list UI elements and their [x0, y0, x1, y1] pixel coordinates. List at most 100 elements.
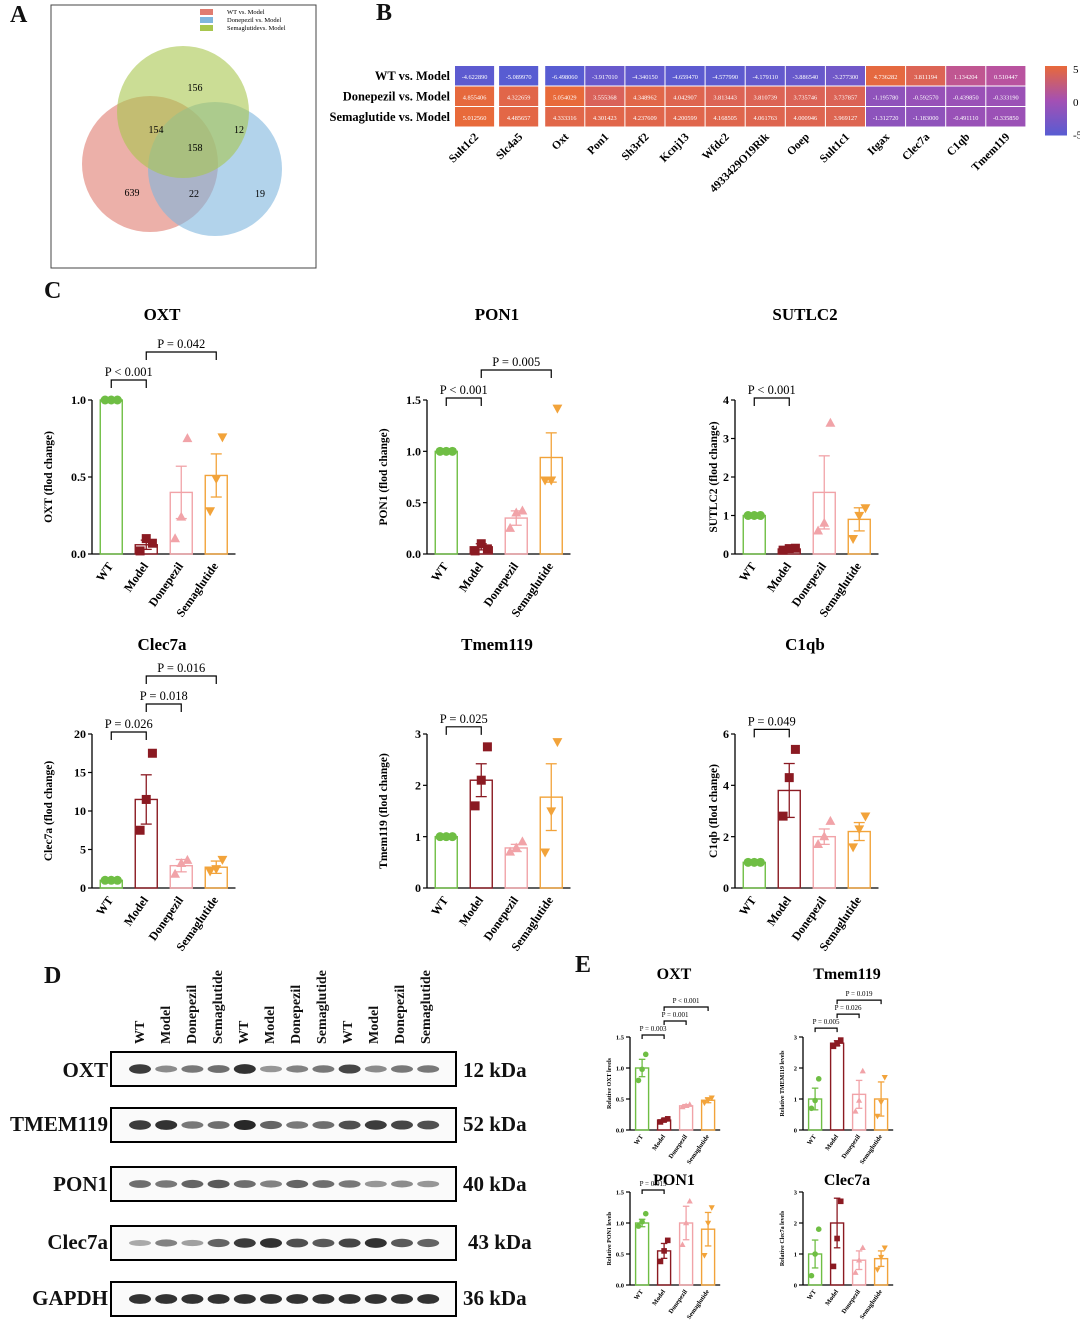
y-tick-label: 0.0: [616, 1282, 624, 1289]
x-tick-label: Model: [651, 1288, 667, 1307]
blot-band: [181, 1239, 204, 1247]
y-tick-label: 2: [723, 470, 729, 484]
panel-label-d: D: [44, 963, 62, 989]
blot-lane-label: Semaglutide: [315, 970, 330, 1044]
heatmap-scale-label: -5: [1073, 130, 1080, 142]
venn-legend-semaglutide: Semaglutidevs. Model: [227, 25, 286, 32]
p-value-label: P = 0.042: [157, 337, 205, 351]
heatmap-cell: [499, 66, 539, 86]
p-value-label: P = 0.049: [748, 714, 796, 728]
y-axis-label: Relative OXT levels: [607, 1057, 613, 1109]
data-point: [147, 748, 157, 758]
p-value-label: P = 0.026: [105, 717, 153, 731]
chart-title: SUTLC2: [772, 305, 837, 324]
blot-band: [364, 1294, 387, 1304]
blot-band: [155, 1120, 178, 1130]
data-point: [639, 1066, 645, 1073]
heatmap-cell-value: 3.737857: [834, 95, 858, 102]
p-value-label: P = 0.005: [492, 355, 540, 369]
data-point: [834, 1235, 840, 1242]
blot-band: [155, 1065, 178, 1073]
heatmap-cell-value: -0.491110: [953, 115, 978, 122]
data-point: [881, 1075, 888, 1081]
blot-band: [417, 1180, 440, 1188]
heatmap-cell-value: 4.485657: [507, 115, 531, 122]
heatmap-cell: [705, 66, 745, 86]
blot-band: [233, 1294, 256, 1304]
data-point: [878, 1254, 885, 1261]
blot-band: [417, 1120, 440, 1130]
y-axis-label: Relative Clec7a levels: [780, 1210, 786, 1266]
y-tick-label: 1.5: [406, 393, 421, 407]
y-tick-label: 1: [794, 1251, 797, 1258]
blot-label-pon1: PON1: [53, 1172, 108, 1196]
y-axis-label: Clec7a (flod change): [43, 761, 55, 861]
y-tick-label: 0.0: [71, 547, 86, 561]
x-tick-label: WT: [736, 560, 759, 584]
data-point: [476, 539, 486, 549]
heatmap-cell: [545, 107, 585, 127]
y-tick-label: 1: [415, 830, 421, 844]
y-tick-label: 10: [74, 804, 86, 818]
data-point: [661, 1248, 667, 1254]
y-tick-label: 15: [74, 766, 86, 780]
data-point: [664, 1237, 671, 1244]
heatmap-col-label: Slc4a5: [494, 131, 525, 162]
heatmap-cell: [625, 66, 665, 86]
heatmap-cell-value: -1.183000: [913, 115, 939, 122]
data-point: [830, 1263, 837, 1270]
data-point: [790, 543, 800, 553]
data-point: [825, 417, 836, 427]
data-point: [141, 794, 151, 804]
bar: [678, 1105, 694, 1131]
venn-count-done-only: 19: [255, 189, 265, 200]
heatmap-cell: [745, 66, 785, 86]
heatmap-cell: [455, 66, 495, 86]
x-tick-label: Model: [764, 893, 795, 928]
data-point: [642, 1210, 649, 1217]
x-tick-label: Model: [764, 559, 795, 594]
y-tick-label: 1.5: [616, 1034, 625, 1041]
heatmap-cell: [455, 86, 495, 106]
data-point: [441, 832, 451, 842]
significance-bracket: [641, 1034, 665, 1039]
significance-bracket: [836, 999, 882, 1005]
bar: [829, 1042, 845, 1131]
blot-band: [155, 1294, 178, 1304]
y-tick-label: 1.0: [616, 1220, 624, 1227]
data-point: [176, 857, 187, 867]
data-point: [182, 854, 193, 864]
p-value-label: P = 0.026: [835, 1004, 862, 1012]
y-tick-label: 0.0: [616, 1127, 624, 1134]
heatmap-col-label: Sh3rf2: [620, 131, 652, 163]
heatmap-col-label: Sult1c2: [447, 131, 481, 165]
y-axis-label: PON1 (flod change): [378, 428, 390, 525]
bar: [434, 835, 458, 889]
x-tick-label: WT: [806, 1133, 818, 1146]
data-point: [661, 1117, 667, 1123]
y-tick-label: 0: [794, 1282, 797, 1289]
data-point: [639, 1218, 645, 1225]
blot-kda-pon1: 40 kDa: [463, 1172, 527, 1196]
blot-band: [338, 1120, 361, 1130]
x-tick-label: Model: [121, 559, 152, 594]
chart-c-pon1: PON1 0.0 0.5 1.0 1.5 PON1 (flod change) WT Mode…: [378, 305, 571, 620]
heatmap-cell-value: 0.510447: [994, 74, 1018, 81]
heatmap-cell: [986, 66, 1026, 86]
data-point: [505, 522, 516, 532]
significance-bracket: [663, 1020, 687, 1025]
data-point: [482, 544, 492, 554]
data-point: [517, 836, 528, 846]
x-tick-label: WT: [806, 1288, 818, 1301]
venn-count-sema-done: 12: [234, 125, 244, 136]
blot-band: [181, 1294, 204, 1304]
blot-lane-label: Model: [367, 1005, 382, 1044]
blot-band: [364, 1180, 387, 1188]
data-point: [635, 1077, 642, 1084]
y-tick-label: 2: [794, 1220, 797, 1227]
data-point: [546, 807, 557, 817]
heatmap-cell: [785, 107, 825, 127]
chart-title: OXT: [657, 966, 692, 983]
blot-band: [364, 1065, 387, 1073]
